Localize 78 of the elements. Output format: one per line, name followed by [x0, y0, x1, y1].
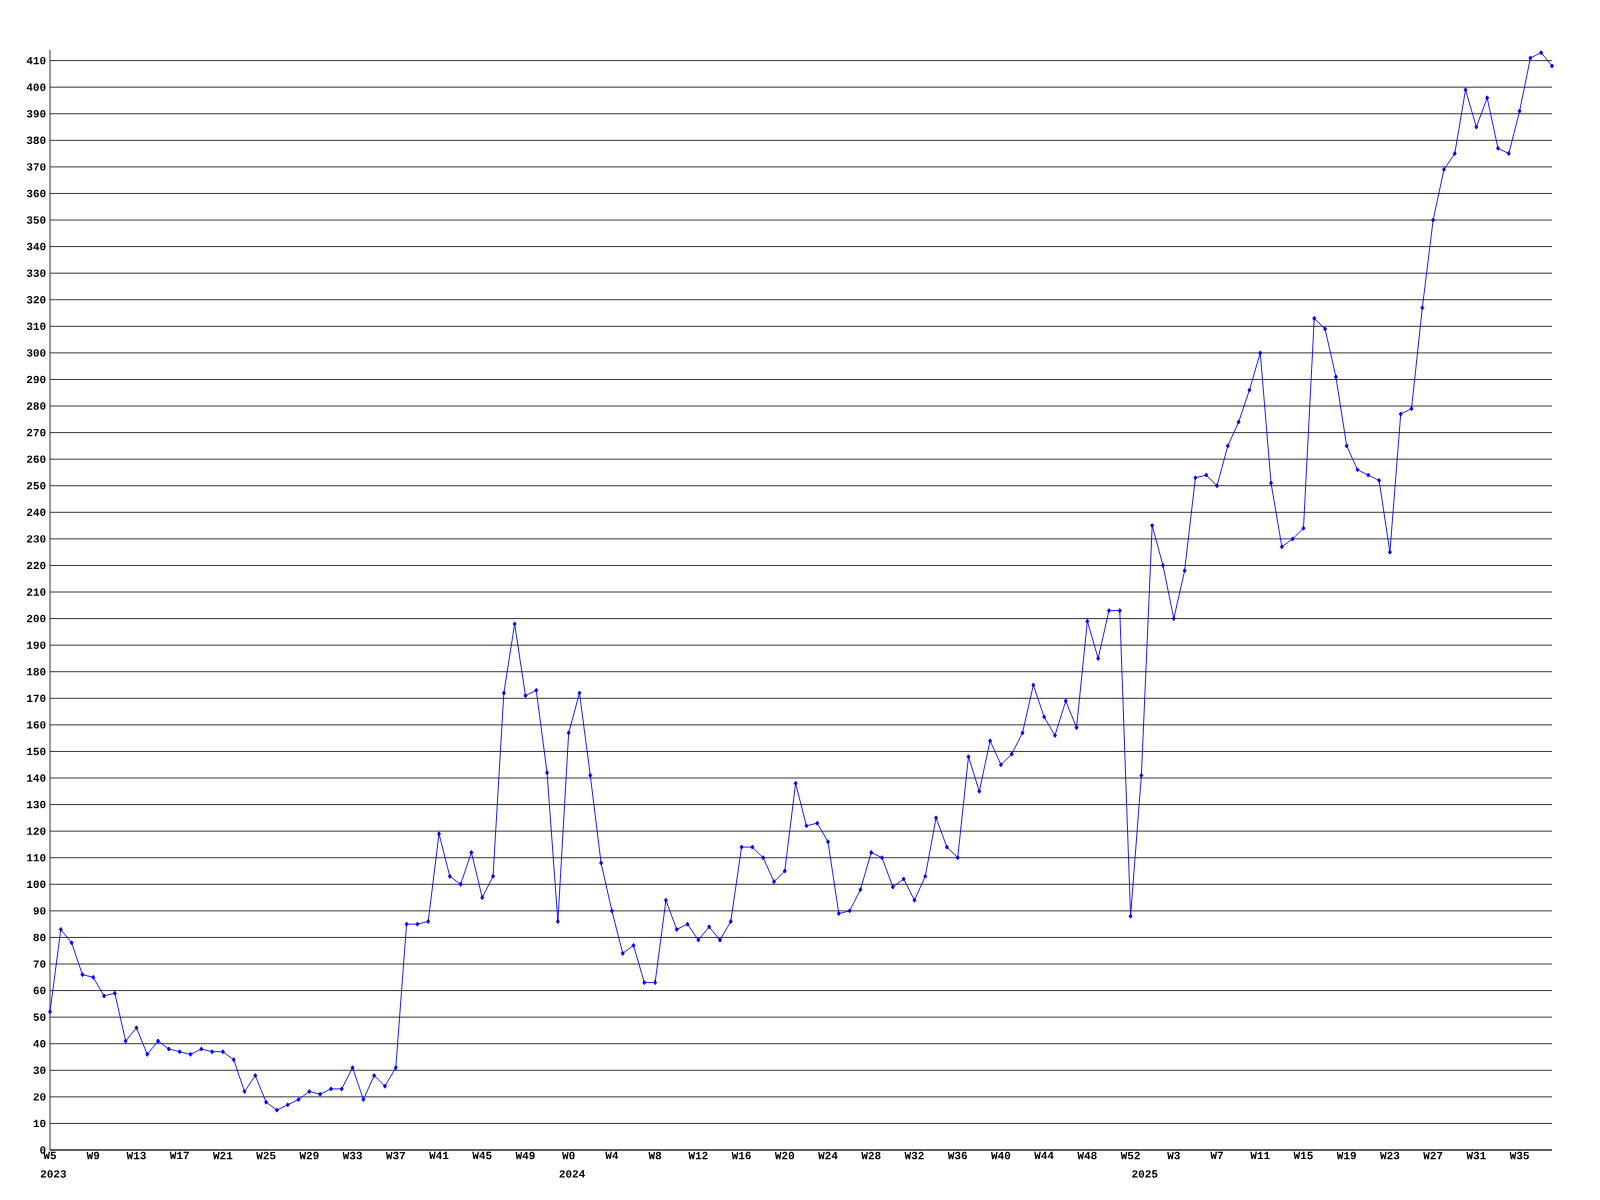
y-tick-label: 340 — [26, 242, 46, 251]
y-tick-label: 10 — [33, 1119, 46, 1128]
x-tick-label: W19 — [1336, 1151, 1356, 1160]
x-tick-label: W41 — [429, 1151, 449, 1160]
x-tick-label: W21 — [212, 1151, 233, 1160]
x-tick-label: W40 — [991, 1151, 1011, 1160]
x-tick-label: W11 — [1250, 1151, 1270, 1160]
y-tick-label: 370 — [26, 163, 46, 171]
x-tick-label: W16 — [731, 1151, 751, 1160]
x-tick-label: W24 — [818, 1151, 838, 1160]
x-tick-label: W4 — [605, 1151, 619, 1160]
x-tick-label: W31 — [1466, 1151, 1486, 1160]
y-tick-label: 20 — [33, 1093, 46, 1101]
y-tick-label: 390 — [26, 110, 46, 118]
y-tick-label: 180 — [27, 668, 46, 676]
y-tick-label: 260 — [26, 455, 46, 463]
x-tick-label: W12 — [688, 1151, 708, 1160]
x-tick-label: W32 — [904, 1151, 924, 1160]
text: 2025 — [1132, 1170, 1158, 1178]
x-tick-label: W36 — [947, 1151, 967, 1160]
y-tick-label: 60 — [33, 986, 46, 995]
x-tick-label: W48 — [1077, 1151, 1097, 1160]
y-tick-label: 240 — [26, 508, 46, 517]
x-tick-label: W44 — [1034, 1151, 1054, 1160]
x-tick-label: W0 — [562, 1151, 575, 1160]
x-tick-label: W8 — [648, 1151, 662, 1160]
x-tick-label: W7 — [1210, 1151, 1223, 1160]
x-tick-label: W23 — [1380, 1151, 1400, 1160]
y-tick-label: 120 — [27, 827, 46, 835]
x-tick-label: W9 — [86, 1151, 100, 1160]
y-tick-label: 170 — [27, 694, 46, 703]
y-tick-label: 190 — [27, 641, 46, 649]
y-tick-label: 350 — [26, 216, 46, 224]
x-tick-label: W28 — [861, 1151, 881, 1160]
x-tick-label: W37 — [385, 1151, 405, 1160]
text: 2024 — [559, 1170, 585, 1178]
text: 2023 — [40, 1170, 67, 1178]
y-tick-label: 300 — [26, 349, 46, 357]
y-tick-label: 90 — [33, 907, 46, 915]
y-tick-label: 270 — [26, 428, 46, 437]
x-tick-label: W13 — [126, 1151, 146, 1160]
x-tick-label: W3 — [1167, 1151, 1180, 1160]
x-tick-label: W20 — [774, 1151, 795, 1160]
y-tick-label: 110 — [27, 854, 46, 862]
x-tick-label: W15 — [1293, 1151, 1313, 1160]
y-tick-label: 380 — [26, 136, 46, 145]
x-tick-label: W45 — [472, 1151, 492, 1160]
y-tick-label: 400 — [26, 83, 46, 91]
y-tick-label: 210 — [26, 588, 46, 596]
x-tick-label: W33 — [342, 1151, 362, 1160]
y-tick-label: 410 — [26, 56, 46, 65]
y-tick-label: 100 — [27, 880, 46, 889]
x-tick-label: W25 — [256, 1151, 276, 1160]
y-tick-label: 80 — [33, 933, 46, 942]
x-tick-label: W35 — [1509, 1151, 1529, 1160]
y-tick-label: 30 — [33, 1066, 46, 1075]
y-tick-label: 160 — [27, 721, 46, 729]
y-tick-label: 250 — [26, 482, 46, 490]
y-tick-label: 330 — [26, 269, 46, 277]
y-tick-label: 280 — [26, 402, 46, 410]
y-tick-label: 130 — [27, 800, 46, 809]
y-tick-label: 310 — [26, 322, 46, 331]
y-tick-label: 320 — [26, 296, 46, 304]
x-tick-label: W49 — [515, 1151, 535, 1160]
y-tick-label: 360 — [26, 189, 46, 198]
y-tick-label: 150 — [27, 747, 46, 756]
x-tick-label: W52 — [1120, 1151, 1140, 1160]
y-tick-label: 40 — [33, 1039, 46, 1048]
y-tick-label: 230 — [26, 535, 46, 543]
y-tick-label: 70 — [33, 960, 46, 968]
x-tick-label: W27 — [1423, 1151, 1443, 1160]
y-tick-label: 290 — [26, 375, 46, 384]
x-tick-label: W29 — [299, 1151, 319, 1160]
y-tick-label: 50 — [33, 1013, 46, 1021]
y-tick-label: 200 — [26, 614, 46, 623]
x-tick-label: W17 — [169, 1151, 189, 1160]
y-tick-label: 220 — [26, 561, 46, 570]
y-tick-label: 140 — [27, 774, 46, 782]
